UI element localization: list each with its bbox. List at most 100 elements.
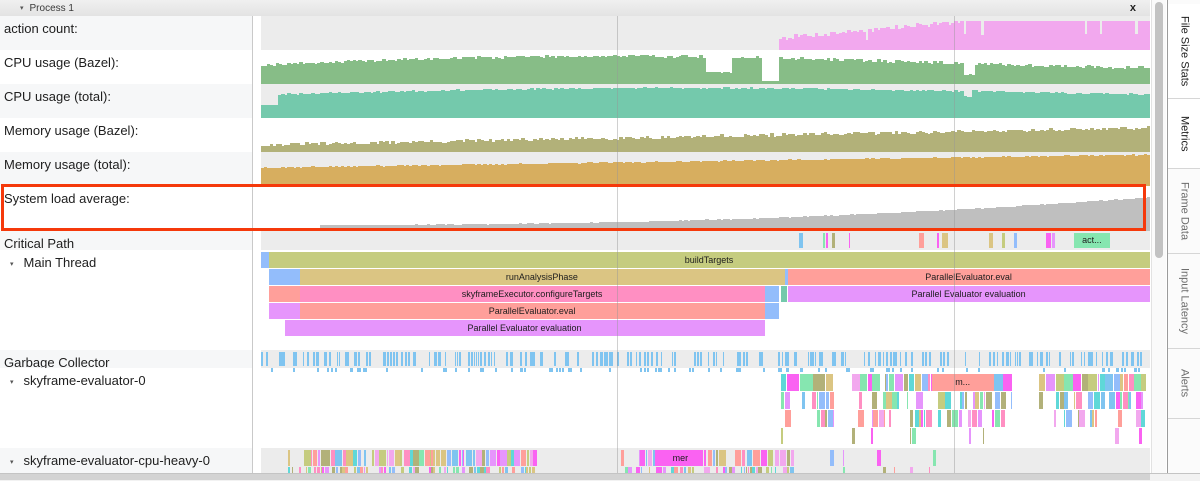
flame-block[interactable]: buildTargets bbox=[269, 252, 1150, 268]
track-row-main-thread: ▾ Main Thread buildTargets runAnalysisPhase… bbox=[0, 250, 1150, 350]
track-gutter bbox=[253, 186, 261, 231]
process-header-bar[interactable]: ▾ Process 1 x bbox=[0, 0, 1150, 17]
track-gutter bbox=[253, 152, 261, 186]
right-tab-file-size-stats[interactable]: File Size Stats bbox=[1168, 4, 1200, 99]
track-plot-critical-path[interactable]: act... bbox=[253, 231, 1150, 250]
cpu-total-series bbox=[260, 84, 1150, 118]
vertical-scrollbar-track[interactable] bbox=[1151, 0, 1166, 473]
track-label-text: System load average: bbox=[4, 191, 130, 206]
flame-block[interactable]: ParallelEvaluator.eval bbox=[300, 303, 766, 319]
track-plot-memory-usage-total[interactable] bbox=[253, 152, 1150, 186]
memory-total-series bbox=[260, 152, 1150, 186]
chevron-down-icon[interactable]: ▾ bbox=[20, 4, 24, 12]
track-label-cpu-usage-bazel[interactable]: CPU usage (Bazel): bbox=[0, 50, 253, 84]
right-tab-frame-data[interactable]: Frame Data bbox=[1168, 169, 1200, 254]
right-tab-label: Alerts bbox=[1178, 369, 1191, 398]
track-label-text: Memory usage (Bazel): bbox=[4, 123, 139, 138]
track-gutter bbox=[253, 50, 261, 84]
track-label-text: Main Thread bbox=[23, 255, 97, 270]
right-tab-label: Metrics bbox=[1178, 115, 1191, 152]
track-plot-memory-usage-bazel[interactable] bbox=[253, 118, 1150, 152]
track-plot-system-load-average[interactable] bbox=[253, 186, 1150, 231]
track-label-main-thread[interactable]: ▾ Main Thread bbox=[0, 250, 253, 350]
track-row-memory-usage-bazel: Memory usage (Bazel): bbox=[0, 118, 1150, 152]
track-canvas: buildTargets runAnalysisPhase ParallelEval… bbox=[261, 250, 1150, 350]
track-label-text: Garbage Collector bbox=[4, 355, 110, 368]
timeline-rows: action count: CPU usage (Bazel): CPU usage… bbox=[0, 16, 1150, 481]
track-label-text: skyframe-evaluator-cpu-heavy-0 bbox=[23, 453, 210, 468]
track-row-garbage-collector: Garbage Collector bbox=[0, 350, 1150, 368]
track-plot-garbage-collector[interactable] bbox=[253, 350, 1150, 368]
chevron-down-icon[interactable]: ▾ bbox=[10, 261, 14, 268]
track-row-cpu-usage-total: CPU usage (total): bbox=[0, 84, 1150, 118]
track-label-text: Memory usage (total): bbox=[4, 157, 131, 172]
flame-block-unlabeled[interactable] bbox=[765, 286, 780, 302]
critical-path-slices bbox=[261, 231, 1150, 250]
flame-block-unlabeled[interactable] bbox=[781, 286, 788, 302]
track-gutter bbox=[253, 16, 261, 50]
track-label-memory-usage-bazel[interactable]: Memory usage (Bazel): bbox=[0, 118, 253, 152]
track-plot-cpu-usage-bazel[interactable] bbox=[253, 50, 1150, 84]
horizontal-scrollbar-thumb[interactable] bbox=[0, 474, 1150, 480]
track-plot-cpu-usage-total[interactable] bbox=[253, 84, 1150, 118]
chevron-down-icon[interactable]: ▾ bbox=[10, 379, 14, 386]
track-label-system-load-average[interactable]: System load average: bbox=[0, 186, 253, 231]
flame-block-unlabeled[interactable] bbox=[784, 269, 789, 285]
horizontal-scrollbar-track[interactable] bbox=[0, 473, 1200, 481]
right-tab-label: File Size Stats bbox=[1178, 15, 1191, 87]
chevron-down-icon[interactable]: ▾ bbox=[10, 459, 14, 466]
cpu-heavy-labeled-block[interactable]: mer bbox=[658, 450, 704, 466]
close-icon[interactable]: x bbox=[1129, 2, 1136, 14]
track-gutter bbox=[253, 448, 261, 481]
track-canvas bbox=[260, 152, 1150, 186]
cpu-bazel-series bbox=[260, 50, 1150, 84]
track-label-memory-usage-total[interactable]: Memory usage (total): bbox=[0, 152, 253, 186]
track-canvas bbox=[261, 350, 1150, 368]
flame-block[interactable]: runAnalysisPhase bbox=[300, 269, 785, 285]
track-canvas: act... bbox=[261, 231, 1150, 250]
track-label-garbage-collector[interactable]: Garbage Collector bbox=[0, 350, 253, 368]
flame-block-unlabeled[interactable] bbox=[261, 252, 269, 268]
track-canvas bbox=[261, 16, 1150, 50]
flame-block[interactable]: Parallel Evaluator evaluation bbox=[285, 320, 766, 336]
skyframe-0-row2 bbox=[261, 368, 1150, 448]
skyframe-0-row4 bbox=[261, 368, 1150, 448]
track-label-text: Critical Path bbox=[4, 236, 75, 250]
process-title: Process 1 bbox=[29, 2, 74, 14]
track-row-skyframe-evaluator-0: ▾ skyframe-evaluator-0 m... bbox=[0, 368, 1150, 448]
skyframe-0-top-ticks bbox=[261, 368, 1150, 448]
track-gutter bbox=[253, 250, 261, 350]
right-tab-alerts[interactable]: Alerts bbox=[1168, 349, 1200, 419]
flame-block-unlabeled[interactable] bbox=[269, 269, 301, 285]
gc-ticks bbox=[261, 350, 1150, 368]
right-tab-input-latency[interactable]: Input Latency bbox=[1168, 254, 1200, 349]
track-canvas bbox=[260, 118, 1150, 152]
track-plot-action-count[interactable] bbox=[253, 16, 1150, 50]
track-plot-main-thread[interactable]: buildTargets runAnalysisPhase ParallelEval… bbox=[253, 250, 1150, 350]
track-row-action-count: action count: bbox=[0, 16, 1150, 50]
track-gutter bbox=[253, 350, 261, 368]
track-plot-skyframe-evaluator-0[interactable]: m... bbox=[253, 368, 1150, 448]
vertical-scrollbar-thumb[interactable] bbox=[1155, 2, 1163, 258]
track-label-action-count[interactable]: action count: bbox=[0, 16, 253, 50]
flame-block-unlabeled[interactable] bbox=[269, 303, 301, 319]
flame-block[interactable]: Parallel Evaluator evaluation bbox=[788, 286, 1150, 302]
flame-block-unlabeled[interactable] bbox=[765, 303, 780, 319]
track-label-skyframe-evaluator-0[interactable]: ▾ skyframe-evaluator-0 bbox=[0, 368, 253, 448]
right-tab-metrics[interactable]: Metrics bbox=[1168, 99, 1200, 169]
track-gutter bbox=[253, 118, 261, 152]
right-tab-label: Frame Data bbox=[1178, 181, 1191, 241]
track-label-cpu-usage-total[interactable]: CPU usage (total): bbox=[0, 84, 253, 118]
track-gutter bbox=[253, 368, 261, 448]
system-load-series bbox=[260, 186, 1150, 231]
flame-block-unlabeled[interactable] bbox=[269, 286, 301, 302]
cpu-heavy-row1 bbox=[261, 448, 1150, 481]
flame-block[interactable]: skyframeExecutor.configureTargets bbox=[300, 286, 766, 302]
flame-block[interactable]: ParallelEvaluator.eval bbox=[788, 269, 1150, 285]
critical-path-block[interactable]: act... bbox=[1074, 233, 1111, 248]
track-label-critical-path[interactable]: Critical Path bbox=[0, 231, 253, 250]
track-gutter bbox=[253, 84, 261, 118]
skyframe-0-labeled-block[interactable]: m... bbox=[932, 374, 995, 391]
track-row-system-load-average: System load average: bbox=[0, 186, 1150, 231]
